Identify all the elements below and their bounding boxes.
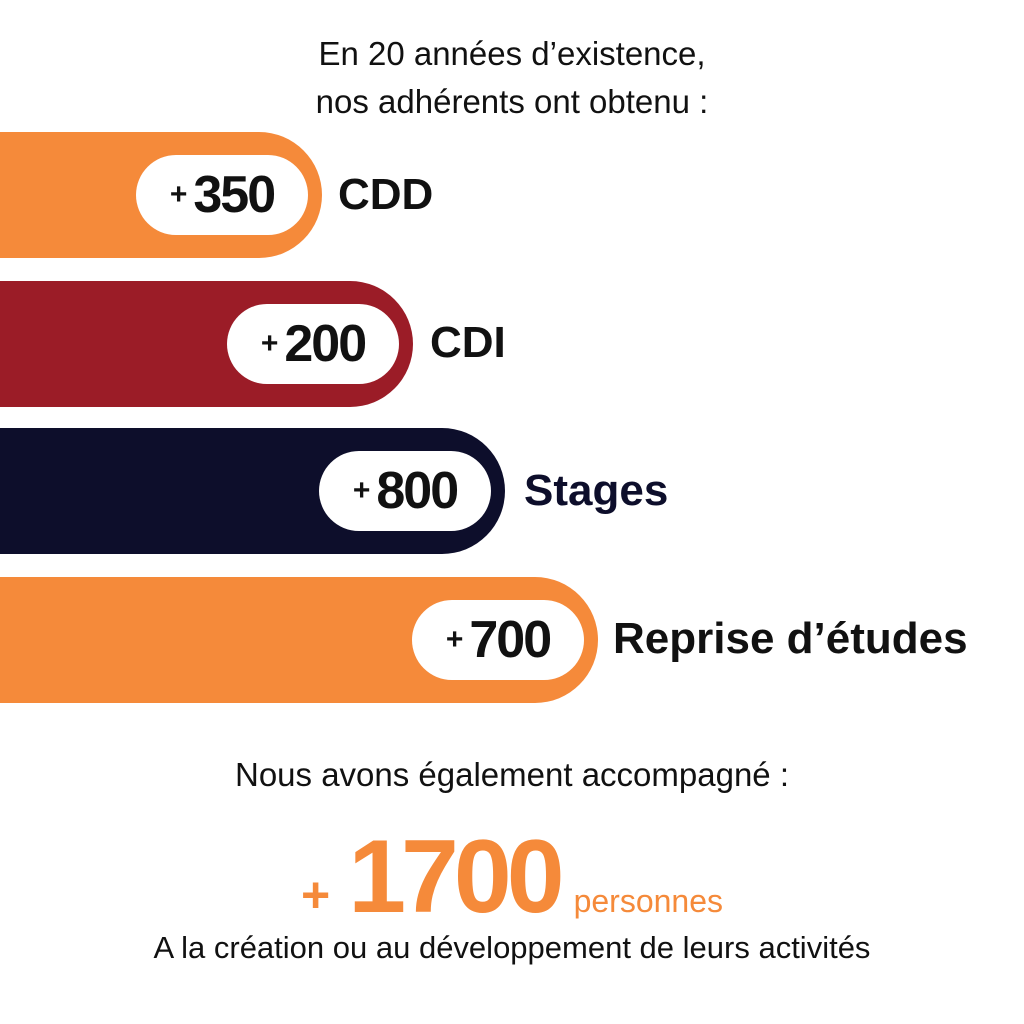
footer-intro: Nous avons également accompagné : <box>234 756 789 793</box>
stat-value: 350 <box>193 166 276 224</box>
plus-sign: + <box>260 327 279 360</box>
stat-bar-cdi: +200 <box>0 281 413 407</box>
stat-pill: +700 <box>412 600 584 680</box>
stat-label-cdd: CDD <box>338 170 434 219</box>
stat-pill: +350 <box>136 155 308 235</box>
stat-pill: +800 <box>319 451 491 531</box>
plus-sign: + <box>445 623 464 656</box>
stat-value: 700 <box>469 611 552 669</box>
stat-value: 800 <box>376 462 459 520</box>
heading: En 20 années d’existence, nos adhérents … <box>0 30 1024 126</box>
plus-sign: + <box>352 474 371 507</box>
stat-label-cdi: CDI <box>430 318 506 367</box>
stat-label-reprise: Reprise d’études <box>613 614 968 663</box>
footer-value: 1700 <box>348 819 564 935</box>
stat-bar-stages: +800 <box>0 428 505 554</box>
heading-line-1: En 20 années d’existence, <box>318 35 706 72</box>
footer-unit: personnes <box>573 883 723 919</box>
stat-pill: +200 <box>227 304 399 384</box>
footer-caption: A la création ou au développement de leu… <box>153 930 871 965</box>
plus-sign: + <box>301 867 331 923</box>
footer-highlight: + 1700 personnes <box>0 818 1024 937</box>
stat-label-stages: Stages <box>524 466 669 515</box>
stat-value: 200 <box>284 315 367 373</box>
stat-bar-reprise: +700 <box>0 577 598 703</box>
plus-sign: + <box>169 178 188 211</box>
heading-line-2: nos adhérents ont obtenu : <box>315 83 709 120</box>
stat-bar-cdd: +350 <box>0 132 322 258</box>
